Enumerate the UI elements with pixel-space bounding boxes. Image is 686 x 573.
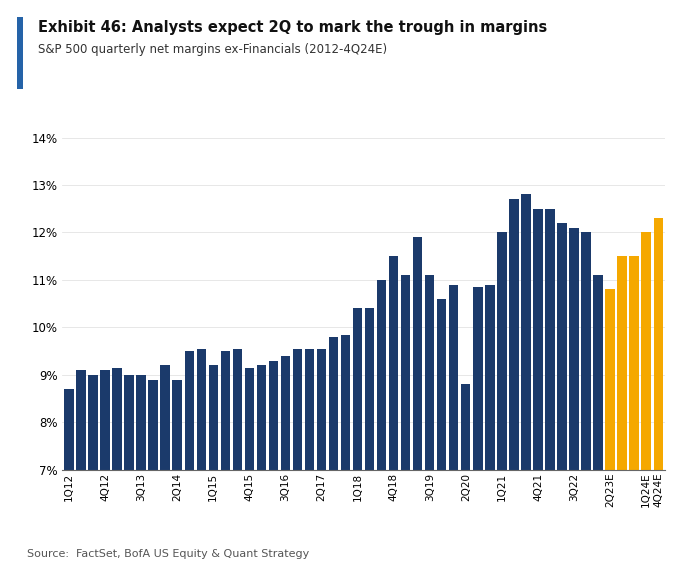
Bar xyxy=(630,256,639,470)
Bar xyxy=(377,280,386,470)
Bar xyxy=(269,360,278,470)
Text: S&P 500 quarterly net margins ex-Financials (2012-4Q24E): S&P 500 quarterly net margins ex-Financi… xyxy=(38,43,387,56)
Bar xyxy=(593,275,603,470)
Bar xyxy=(654,218,663,470)
Bar xyxy=(245,368,254,470)
Text: Exhibit 46: Analysts expect 2Q to mark the trough in margins: Exhibit 46: Analysts expect 2Q to mark t… xyxy=(38,20,547,35)
Bar xyxy=(317,349,326,470)
Bar xyxy=(341,335,351,470)
Bar xyxy=(293,349,302,470)
Bar xyxy=(76,370,86,470)
Bar xyxy=(137,375,146,470)
Bar xyxy=(617,256,627,470)
Bar xyxy=(113,368,121,470)
Bar xyxy=(606,289,615,470)
Bar xyxy=(209,366,218,470)
Bar xyxy=(545,209,555,470)
Bar xyxy=(365,308,375,470)
Bar xyxy=(473,287,482,470)
Bar xyxy=(88,375,97,470)
Bar xyxy=(485,285,495,470)
Bar xyxy=(221,351,230,470)
Bar xyxy=(461,384,471,470)
Text: Source:  FactSet, BofA US Equity & Quant Strategy: Source: FactSet, BofA US Equity & Quant … xyxy=(27,549,309,559)
Bar xyxy=(569,227,579,470)
Bar xyxy=(197,349,206,470)
Bar xyxy=(148,380,158,470)
Bar xyxy=(557,223,567,470)
Bar xyxy=(161,366,170,470)
Bar xyxy=(641,233,651,470)
Bar xyxy=(329,337,338,470)
Bar xyxy=(353,308,362,470)
Bar xyxy=(281,356,290,470)
Bar xyxy=(509,199,519,470)
Bar xyxy=(437,299,447,470)
Bar xyxy=(449,285,458,470)
Bar xyxy=(497,233,506,470)
Bar xyxy=(64,389,73,470)
Bar xyxy=(233,349,242,470)
Bar xyxy=(305,349,314,470)
Bar xyxy=(581,233,591,470)
Bar xyxy=(100,370,110,470)
Bar xyxy=(124,375,134,470)
Bar xyxy=(533,209,543,470)
Bar xyxy=(185,351,194,470)
Bar xyxy=(401,275,410,470)
Bar xyxy=(521,194,530,470)
Bar xyxy=(425,275,434,470)
Bar xyxy=(172,380,182,470)
Bar xyxy=(257,366,266,470)
Bar xyxy=(389,256,399,470)
Bar xyxy=(413,237,423,470)
